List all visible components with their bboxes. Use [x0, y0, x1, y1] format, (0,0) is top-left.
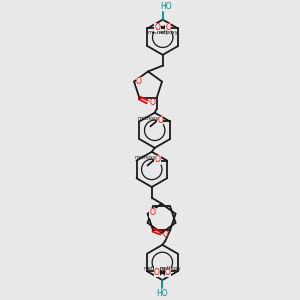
- Text: O: O: [163, 230, 169, 238]
- Text: O: O: [157, 116, 163, 125]
- Text: O: O: [154, 155, 160, 164]
- Text: methoxy: methoxy: [160, 266, 182, 271]
- Text: O: O: [154, 23, 160, 32]
- Text: HO: HO: [160, 2, 172, 11]
- Text: O: O: [136, 77, 142, 86]
- Text: O: O: [154, 268, 160, 277]
- Text: methoxy: methoxy: [156, 30, 178, 35]
- Text: methoxy: methoxy: [148, 30, 169, 35]
- Text: HO: HO: [157, 289, 168, 298]
- Text: O: O: [165, 268, 171, 277]
- Text: O: O: [149, 98, 155, 107]
- Text: O: O: [150, 208, 155, 217]
- Text: O: O: [165, 23, 171, 32]
- Text: methoxy: methoxy: [135, 155, 156, 160]
- Text: methoxy: methoxy: [138, 116, 159, 121]
- Text: methoxy: methoxy: [143, 266, 165, 271]
